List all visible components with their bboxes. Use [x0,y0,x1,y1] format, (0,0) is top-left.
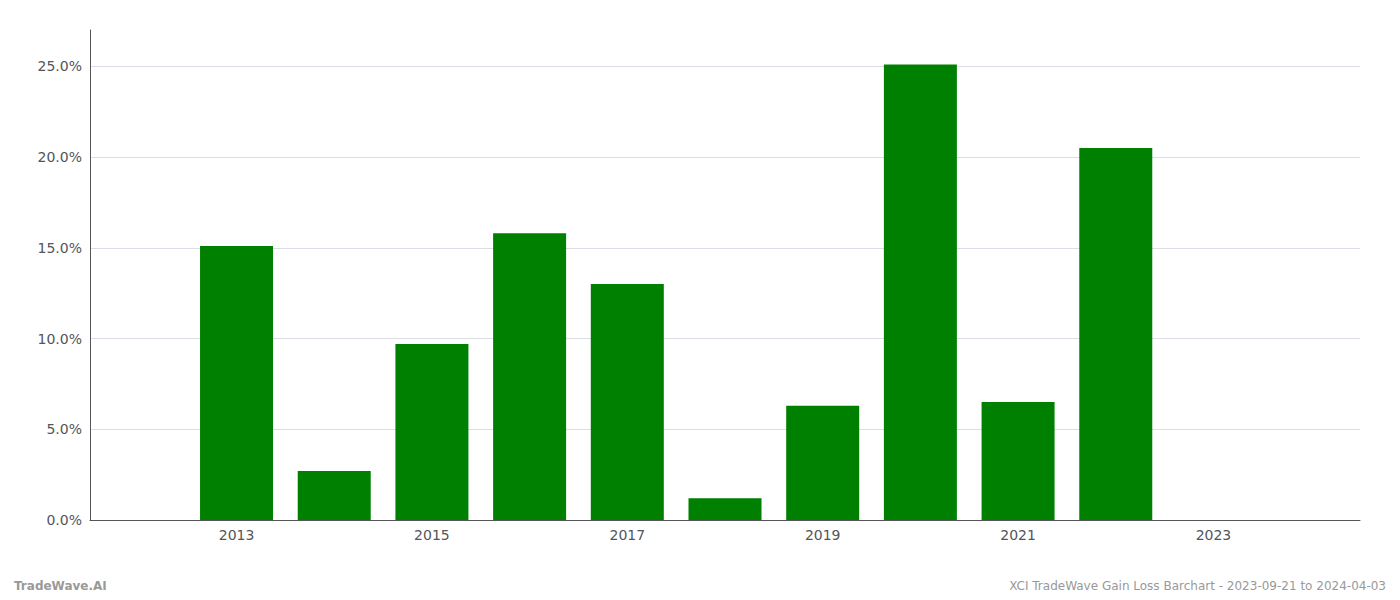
svg-text:2023: 2023 [1196,527,1232,543]
svg-text:5.0%: 5.0% [46,421,82,437]
svg-text:0.0%: 0.0% [46,512,82,528]
svg-text:2017: 2017 [609,527,645,543]
svg-text:25.0%: 25.0% [38,58,82,74]
svg-text:2019: 2019 [805,527,841,543]
svg-text:20.0%: 20.0% [38,149,82,165]
svg-text:TradeWave.AI: TradeWave.AI [14,579,107,593]
svg-text:2021: 2021 [1000,527,1036,543]
svg-text:2015: 2015 [414,527,450,543]
svg-text:2013: 2013 [219,527,255,543]
svg-text:XCI TradeWave Gain Loss Barcha: XCI TradeWave Gain Loss Barchart - 2023-… [1009,579,1386,593]
svg-text:10.0%: 10.0% [38,331,82,347]
svg-text:15.0%: 15.0% [38,240,82,256]
